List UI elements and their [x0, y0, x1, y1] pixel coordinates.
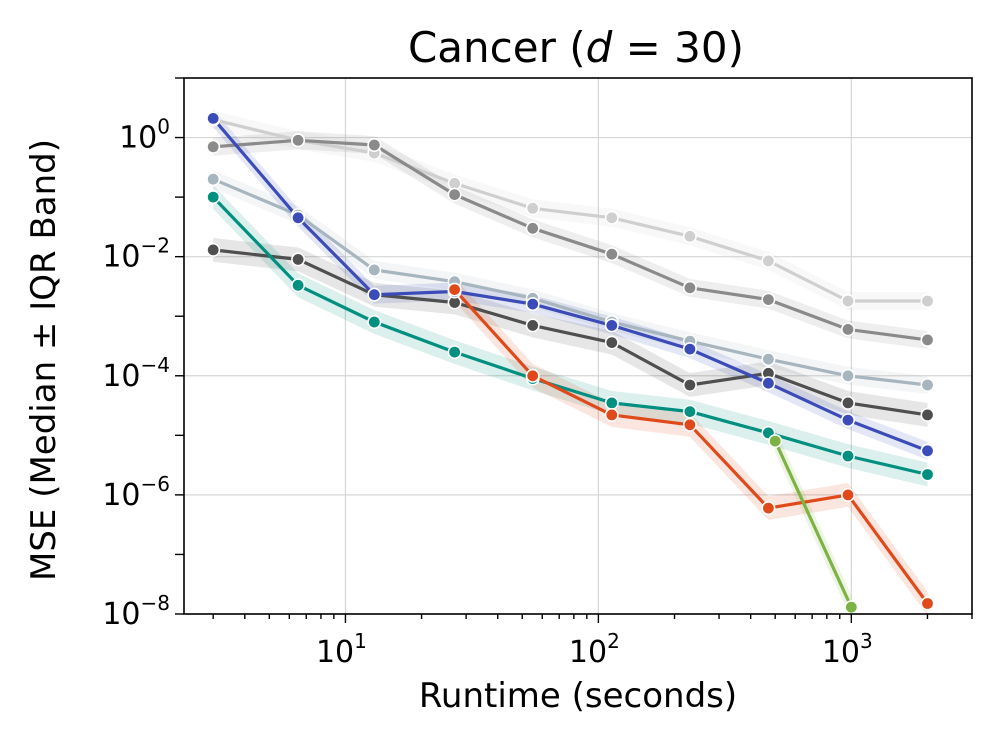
data-point-dark-gray [840, 395, 855, 410]
series-line-light-gray [212, 118, 928, 303]
data-point-teal [291, 278, 306, 293]
x-tick-label: 103 [822, 629, 873, 670]
data-point-dark-gray [291, 252, 306, 267]
data-point-dark-gray [525, 318, 540, 333]
data-point-dark-gray [682, 377, 697, 392]
iqr-band-blue [213, 109, 928, 460]
data-point-medium-gray [761, 292, 776, 307]
data-point-medium-gray [206, 139, 221, 154]
series-line-blue [211, 117, 929, 453]
data-point-teal [604, 395, 619, 410]
data-point-light-gray [525, 201, 540, 216]
chart-title-prefix: Cancer ( [408, 23, 586, 72]
data-point-dark-gray [206, 242, 221, 257]
data-point-blue-gray [840, 368, 855, 383]
data-point-medium-gray [447, 187, 462, 202]
data-point-dark-gray [920, 407, 935, 422]
iqr-band-blue-gray [213, 170, 928, 394]
data-point-light-gray [840, 293, 855, 308]
data-point-teal [920, 467, 935, 482]
data-point-red-orange [840, 487, 855, 502]
data-point-teal [682, 404, 697, 419]
data-point-light-gray [682, 229, 697, 244]
data-point-blue [367, 287, 382, 302]
data-point-blue [291, 210, 306, 225]
data-point-blue-gray [920, 377, 935, 392]
data-point-medium-gray [367, 138, 382, 153]
data-point-medium-gray [291, 133, 306, 148]
data-point-blue [206, 111, 221, 126]
x-tick-labels: 101 102 103 [212, 614, 973, 670]
x-axis-label: Runtime (seconds) [419, 676, 737, 716]
series-line-blue-gray [212, 177, 928, 387]
data-point-blue-gray [761, 352, 776, 367]
data-point-blue [840, 413, 855, 428]
data-point-red-orange [682, 417, 697, 432]
data-point-green [768, 434, 783, 449]
data-point-red-orange [525, 368, 540, 383]
data-point-red-orange [447, 282, 462, 297]
data-point-red-orange [604, 407, 619, 422]
x-tick-label: 101 [316, 629, 367, 670]
data-point-medium-gray [604, 247, 619, 262]
chart-title: Cancer (d = 30) [408, 23, 744, 72]
data-point-blue [525, 297, 540, 312]
data-point-blue [682, 342, 697, 357]
data-point-light-gray [761, 253, 776, 268]
data-point-red-orange [920, 596, 935, 611]
data-point-teal [367, 314, 382, 329]
y-tick-labels: 100 10−2 10−4 10−6 10−8 [102, 77, 184, 632]
y-tick-label: 10−6 [102, 472, 170, 513]
series-line-dark-gray [213, 248, 928, 417]
data-point-teal [206, 190, 221, 205]
data-point-teal [447, 345, 462, 360]
data-point-medium-gray [840, 322, 855, 337]
data-point-light-gray [920, 293, 935, 308]
series-line-green [773, 440, 853, 608]
data-point-green [844, 600, 859, 615]
series-line-medium-gray [213, 138, 928, 342]
series-line-teal [212, 195, 928, 477]
series-points [206, 111, 935, 615]
data-point-blue-gray [367, 262, 382, 277]
data-point-blue-gray [206, 172, 221, 187]
data-point-medium-gray [525, 221, 540, 236]
data-point-light-gray [604, 210, 619, 225]
data-point-blue [920, 443, 935, 458]
y-tick-label: 10−4 [102, 353, 170, 394]
data-point-red-orange [761, 501, 776, 516]
chart-title-suffix: = 30) [612, 23, 744, 72]
y-tick-label: 100 [119, 115, 170, 156]
chart-title-variable: d [586, 23, 613, 72]
data-point-medium-gray [920, 332, 935, 347]
data-point-dark-gray [604, 335, 619, 350]
y-tick-label: 10−2 [102, 234, 170, 275]
data-point-medium-gray [682, 280, 697, 295]
plot-frame [183, 77, 973, 615]
data-point-teal [840, 448, 855, 463]
y-tick-label: 10−8 [102, 591, 170, 632]
x-tick-label: 102 [569, 629, 620, 670]
data-point-blue [761, 376, 776, 391]
y-axis-label: MSE (Median ± IQR Band) [24, 139, 64, 581]
data-point-blue [604, 318, 619, 333]
